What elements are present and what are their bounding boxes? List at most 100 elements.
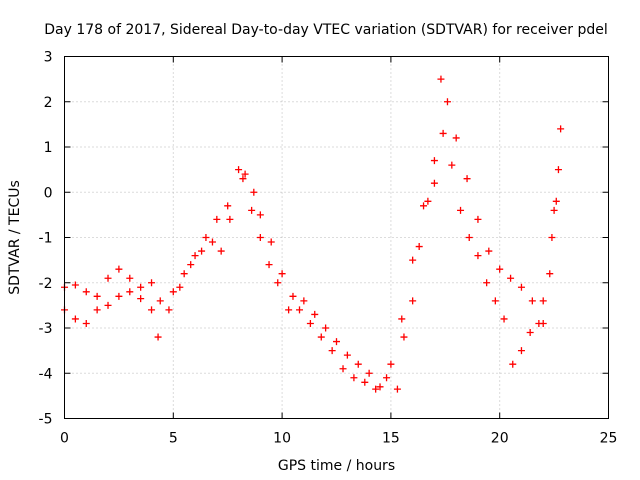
data-point bbox=[439, 129, 447, 137]
data-point bbox=[311, 310, 319, 318]
data-point bbox=[278, 270, 286, 278]
data-point bbox=[430, 179, 438, 187]
data-point bbox=[474, 215, 482, 223]
data-point bbox=[213, 215, 221, 223]
data-point bbox=[528, 297, 536, 305]
data-point bbox=[267, 238, 275, 246]
data-point bbox=[104, 274, 112, 282]
chart-title: Day 178 of 2017, Sidereal Day-to-day VTE… bbox=[44, 22, 608, 38]
data-point bbox=[191, 252, 199, 260]
data-point bbox=[343, 351, 351, 359]
data-point bbox=[71, 315, 79, 323]
data-point bbox=[285, 306, 293, 314]
data-point bbox=[509, 360, 517, 368]
y-tick-label: -5 bbox=[39, 412, 53, 428]
data-point bbox=[250, 188, 258, 196]
data-point bbox=[169, 288, 177, 296]
data-point bbox=[126, 288, 134, 296]
data-point bbox=[393, 385, 401, 393]
data-point bbox=[165, 306, 173, 314]
y-tick-label: -1 bbox=[39, 231, 53, 247]
x-tick-label: 0 bbox=[60, 431, 69, 447]
data-point bbox=[361, 378, 369, 386]
data-point bbox=[115, 265, 123, 273]
data-point bbox=[539, 297, 547, 305]
data-point bbox=[137, 283, 145, 291]
data-point bbox=[448, 161, 456, 169]
data-point bbox=[300, 297, 308, 305]
data-point bbox=[491, 297, 499, 305]
data-point bbox=[517, 347, 525, 355]
y-tick-label: 2 bbox=[44, 95, 53, 111]
data-point bbox=[115, 292, 123, 300]
data-point bbox=[180, 270, 188, 278]
data-point bbox=[496, 265, 504, 273]
data-point bbox=[387, 360, 395, 368]
data-point bbox=[126, 274, 134, 282]
tick-labels: 0 5 10 15 20 25 -5 -4 -3 -2 -1 0 1 2 3 bbox=[39, 50, 618, 447]
data-point bbox=[93, 306, 101, 314]
x-tick-label: 25 bbox=[600, 431, 618, 447]
data-point bbox=[82, 288, 90, 296]
data-point bbox=[333, 338, 340, 346]
data-point bbox=[526, 329, 534, 337]
data-point bbox=[198, 247, 206, 255]
y-tick-label: -2 bbox=[39, 276, 53, 292]
data-point bbox=[554, 166, 562, 174]
y-tick-label: 1 bbox=[44, 140, 53, 156]
data-point bbox=[202, 234, 210, 241]
data-point bbox=[474, 252, 482, 260]
data-point bbox=[176, 283, 184, 291]
data-point bbox=[372, 385, 380, 393]
data-point bbox=[82, 319, 90, 327]
data-point bbox=[187, 261, 195, 269]
data-point bbox=[443, 98, 451, 106]
data-points bbox=[61, 75, 565, 393]
data-point bbox=[415, 243, 423, 251]
data-point bbox=[224, 202, 232, 210]
data-point bbox=[208, 238, 216, 246]
data-point bbox=[552, 197, 560, 205]
data-point bbox=[557, 125, 565, 133]
data-point bbox=[550, 206, 558, 214]
data-point bbox=[104, 301, 112, 309]
data-point bbox=[148, 279, 156, 287]
data-point bbox=[274, 279, 282, 287]
data-point bbox=[339, 365, 347, 373]
data-point bbox=[71, 281, 79, 289]
data-point bbox=[535, 319, 543, 327]
data-point bbox=[483, 279, 491, 287]
data-point bbox=[409, 297, 417, 305]
data-point bbox=[517, 283, 525, 291]
data-point bbox=[148, 306, 156, 314]
data-point bbox=[485, 247, 493, 255]
data-point bbox=[306, 319, 314, 327]
data-point bbox=[546, 270, 554, 278]
data-point bbox=[322, 324, 330, 332]
data-point bbox=[93, 292, 101, 300]
x-tick-label: 15 bbox=[382, 431, 400, 447]
data-point bbox=[154, 333, 162, 341]
data-point bbox=[137, 295, 145, 303]
data-point bbox=[354, 360, 362, 368]
data-point bbox=[465, 234, 473, 241]
axis-ticks bbox=[64, 56, 609, 419]
data-point bbox=[241, 170, 249, 178]
y-tick-label: -4 bbox=[39, 366, 53, 382]
data-point bbox=[248, 206, 256, 214]
data-point bbox=[217, 247, 225, 255]
data-point bbox=[452, 134, 460, 142]
data-point bbox=[430, 157, 438, 165]
y-tick-label: -3 bbox=[39, 321, 53, 337]
data-point bbox=[420, 202, 428, 210]
x-tick-label: 10 bbox=[273, 431, 291, 447]
data-point bbox=[398, 315, 406, 323]
data-point bbox=[256, 211, 264, 219]
x-axis-title: GPS time / hours bbox=[278, 458, 395, 474]
data-point bbox=[383, 374, 391, 382]
data-point bbox=[226, 215, 234, 223]
x-tick-label: 20 bbox=[491, 431, 509, 447]
data-point bbox=[235, 166, 243, 174]
